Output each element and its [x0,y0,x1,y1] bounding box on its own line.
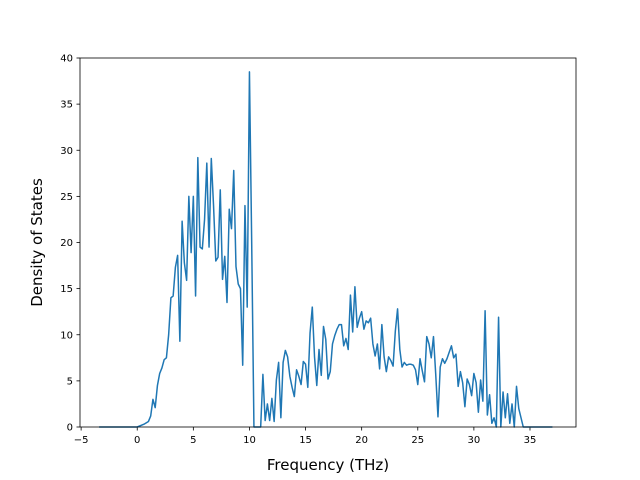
y-tick-label: 20 [60,238,73,249]
x-tick-label: 25 [411,435,424,446]
x-axis-title: Frequency (THz) [267,456,389,474]
dos-series-line [99,71,553,428]
y-tick-label: 15 [60,284,73,295]
y-axis-ticks: 0 5 10 15 20 25 30 35 40 [60,54,80,434]
x-tick-label: 35 [524,435,537,446]
y-tick-label: 30 [60,146,73,157]
y-tick-label: 10 [60,330,73,341]
x-tick-label: 15 [299,435,312,446]
x-tick-label: 30 [468,435,481,446]
x-tick-label: 0 [134,435,140,446]
x-tick-label: 20 [355,435,368,446]
y-tick-label: 25 [60,192,73,203]
y-tick-label: 35 [60,100,73,111]
y-tick-label: 5 [67,376,73,387]
plot-frame [79,57,577,428]
x-axis-ticks: −5 0 5 10 15 20 25 30 35 [74,427,537,446]
y-tick-label: 0 [67,423,73,434]
x-tick-label: 10 [243,435,256,446]
x-tick-label: 5 [190,435,196,446]
y-tick-label: 40 [60,54,73,65]
x-tick-label: −5 [74,435,89,446]
y-axis-title: Density of States [28,178,46,307]
